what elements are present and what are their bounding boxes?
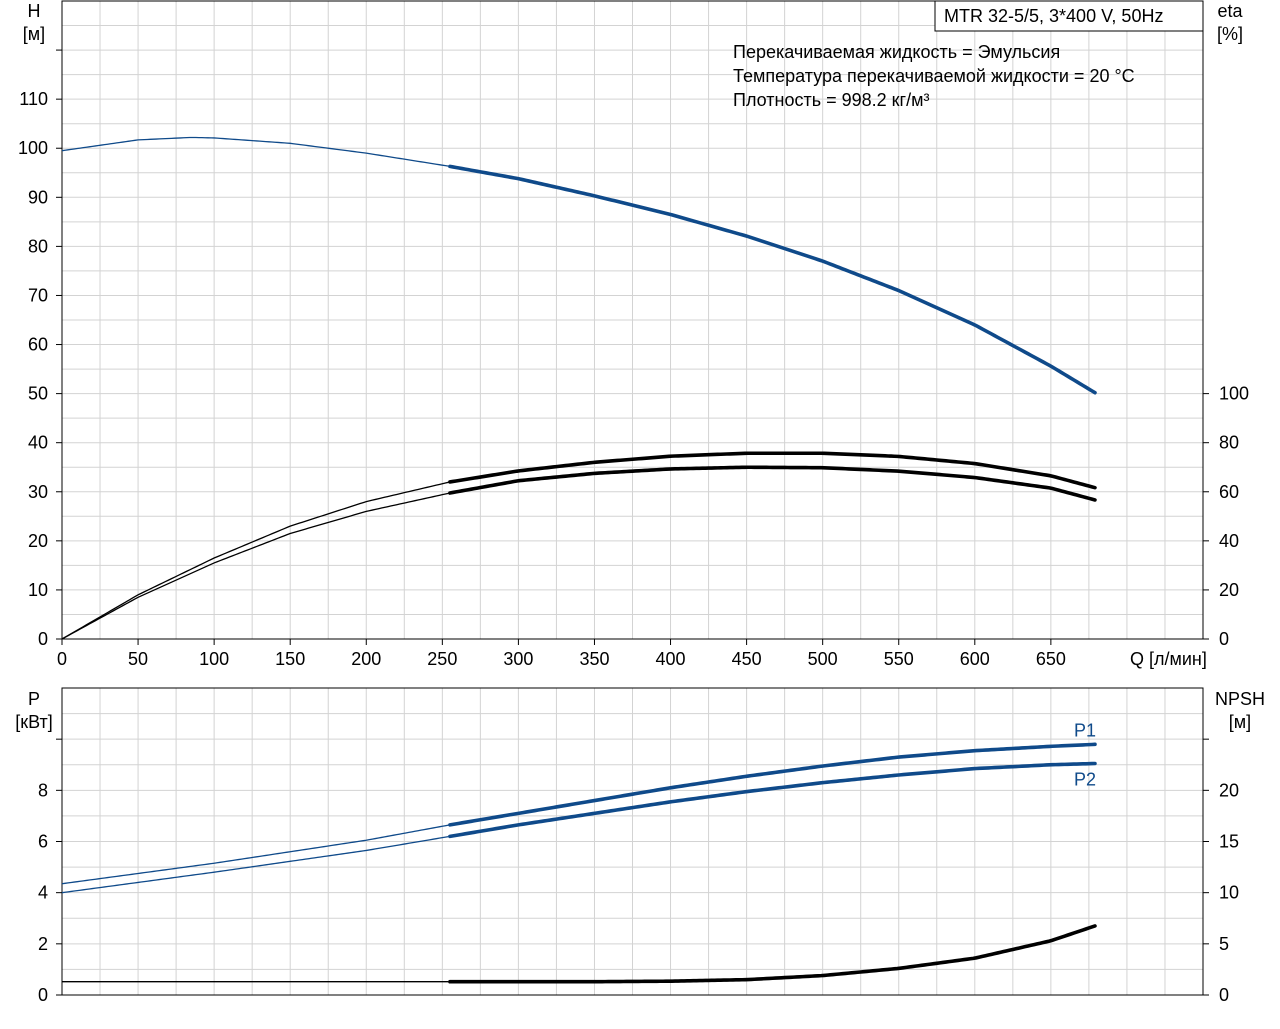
top-y-right-tick-label: 100 — [1219, 384, 1249, 404]
info-line: Перекачиваемая жидкость = Эмульсия — [733, 42, 1060, 62]
top-y-right-tick-label: 40 — [1219, 531, 1239, 551]
top-x-tick-label: 650 — [1036, 649, 1066, 669]
top-x-tick-label: 600 — [960, 649, 990, 669]
top-y-right-tick-label: 80 — [1219, 433, 1239, 453]
bottom-y-right-label: NPSH — [1215, 689, 1265, 709]
top-x-tick-label: 400 — [656, 649, 686, 669]
top-y-right-tick-label: 20 — [1219, 580, 1239, 600]
info-line: Плотность = 998.2 кг/м³ — [733, 90, 929, 110]
top-y-left-tick-label: 100 — [18, 138, 48, 158]
bottom-curve-P2-thick — [448, 761, 1097, 839]
top-curve-H-thin — [61, 136, 449, 167]
top-y-left-unit: [м] — [23, 24, 45, 44]
bottom-y-left-tick-label: 8 — [38, 780, 48, 800]
top-y-left-tick-label: 90 — [28, 187, 48, 207]
bottom-curve-P2-thin — [61, 835, 449, 894]
title-box — [934, 0, 1204, 32]
bottom-curve-NPSH-thick — [448, 924, 1097, 984]
top-y-right-tick-label: 60 — [1219, 482, 1239, 502]
top-y-left-tick-label: 60 — [28, 335, 48, 355]
top-curve-eta_lower-thin — [61, 492, 449, 640]
top-y-left-tick-label: 40 — [28, 433, 48, 453]
top-curve-eta_upper-thick — [448, 451, 1097, 490]
chart-title: MTR 32-5/5, 3*400 V, 50Hz — [944, 6, 1163, 26]
bottom-y-right-tick-label: 15 — [1219, 832, 1239, 852]
bottom-y-left-label: P — [28, 689, 40, 709]
top-x-tick-label: 500 — [808, 649, 838, 669]
top-y-left-tick-label: 50 — [28, 384, 48, 404]
bottom-y-right-tick-label: 20 — [1219, 780, 1239, 800]
bottom-y-left-tick-label: 0 — [38, 985, 48, 1005]
top-x-tick-label: 50 — [128, 649, 148, 669]
series-label-P2: P2 — [1074, 769, 1096, 789]
top-x-tick-label: 250 — [427, 649, 457, 669]
top-curve-eta_lower-thick — [448, 465, 1097, 502]
top-curve-H-thick — [448, 164, 1097, 395]
top-y-left-tick-label: 0 — [38, 629, 48, 649]
top-y-left-tick-label: 10 — [28, 580, 48, 600]
top-x-tick-label: 150 — [275, 649, 305, 669]
top-y-right-label: eta — [1217, 1, 1243, 21]
top-curve-eta_upper-thin — [61, 481, 449, 640]
top-y-left-tick-label: 30 — [28, 482, 48, 502]
bottom-curve-P1-thick — [448, 742, 1097, 827]
top-x-axis-label: Q [л/мин] — [1130, 649, 1207, 669]
top-x-tick-label: 0 — [57, 649, 67, 669]
top-y-right-unit: [%] — [1217, 24, 1243, 44]
top-y-left-label: H — [28, 1, 41, 21]
bottom-y-right-unit: [м] — [1229, 712, 1251, 732]
top-y-left-tick-label: 110 — [19, 89, 48, 109]
info-line: Температура перекачиваемой жидкости = 20… — [733, 66, 1135, 86]
top-x-tick-label: 200 — [351, 649, 381, 669]
bottom-curve-P1-thin — [61, 824, 449, 885]
top-x-tick-label: 100 — [199, 649, 229, 669]
bottom-y-left-unit: [кВт] — [15, 712, 53, 732]
top-x-tick-label: 350 — [579, 649, 609, 669]
top-y-left-tick-label: 70 — [28, 285, 48, 305]
top-x-tick-label: 450 — [732, 649, 762, 669]
top-plot-frame — [61, 0, 1204, 640]
bottom-y-right-tick-label: 10 — [1219, 883, 1239, 903]
bottom-y-left-tick-label: 6 — [38, 832, 48, 852]
series-label-P1: P1 — [1074, 720, 1096, 740]
top-y-left-tick-label: 80 — [28, 236, 48, 256]
bottom-y-left-tick-label: 4 — [38, 883, 48, 903]
top-x-tick-label: 300 — [503, 649, 533, 669]
bottom-y-right-tick-label: 5 — [1219, 934, 1229, 954]
bottom-y-right-tick-label: 0 — [1219, 985, 1229, 1005]
top-y-right-tick-label: 0 — [1219, 629, 1229, 649]
top-x-tick-label: 550 — [884, 649, 914, 669]
bottom-y-left-tick-label: 2 — [38, 934, 48, 954]
top-y-left-tick-label: 20 — [28, 531, 48, 551]
